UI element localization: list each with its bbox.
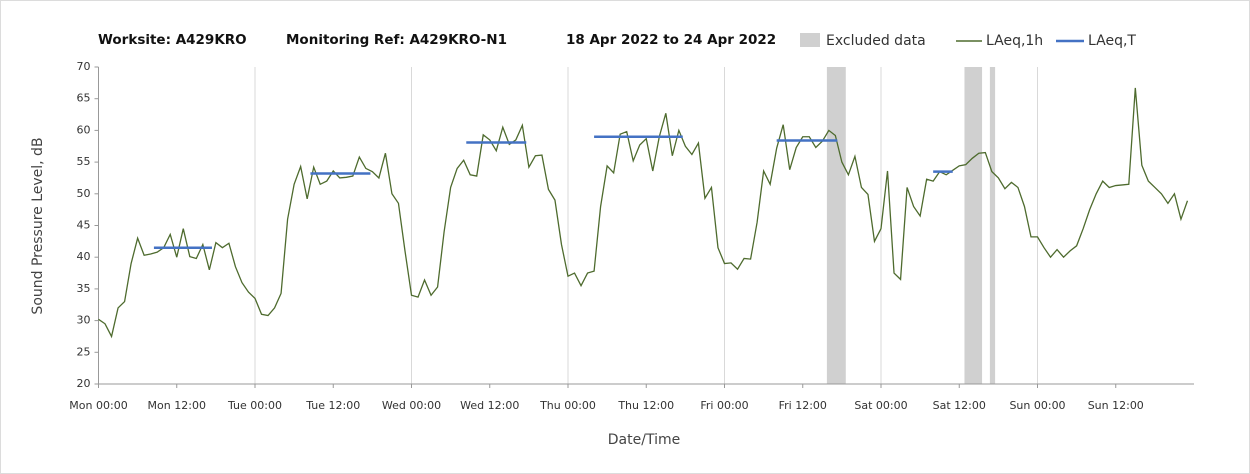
x-tick-label: Fri 00:00 bbox=[700, 399, 748, 412]
y-tick-label: 20 bbox=[77, 377, 91, 390]
y-tick-label: 55 bbox=[77, 155, 91, 168]
excluded-band bbox=[826, 67, 846, 384]
x-tick-label: Mon 00:00 bbox=[69, 399, 127, 412]
y-tick-label: 45 bbox=[77, 219, 91, 232]
legend-label: LAeq,T bbox=[1088, 33, 1136, 49]
y-tick-label: 65 bbox=[77, 92, 91, 105]
chart-title: 18 Apr 2022 to 24 Apr 2022 bbox=[566, 32, 776, 48]
y-tick-label: 50 bbox=[77, 187, 91, 200]
x-tick-label: Tue 00:00 bbox=[227, 399, 282, 412]
legend-label: LAeq,1h bbox=[986, 33, 1043, 49]
y-tick-label: 70 bbox=[77, 60, 91, 73]
x-axis-label: Date/Time bbox=[608, 432, 680, 448]
x-tick-label: Mon 12:00 bbox=[148, 399, 206, 412]
excluded-band bbox=[989, 67, 996, 384]
legend-swatch bbox=[800, 33, 820, 47]
excluded-band bbox=[964, 67, 983, 384]
y-tick-label: 35 bbox=[77, 282, 91, 295]
y-axis-label: Sound Pressure Level, dB bbox=[30, 137, 46, 314]
x-tick-label: Thu 00:00 bbox=[539, 399, 596, 412]
y-tick-label: 60 bbox=[77, 123, 91, 136]
x-tick-label: Tue 12:00 bbox=[305, 399, 360, 412]
x-tick-label: Sun 12:00 bbox=[1088, 399, 1144, 412]
x-tick-label: Wed 00:00 bbox=[382, 399, 441, 412]
y-tick-label: 25 bbox=[77, 345, 91, 358]
legend-label: Excluded data bbox=[826, 33, 926, 49]
y-tick-label: 40 bbox=[77, 250, 91, 263]
x-tick-label: Sat 00:00 bbox=[854, 399, 907, 412]
x-tick-label: Fri 12:00 bbox=[779, 399, 827, 412]
x-tick-label: Sun 00:00 bbox=[1009, 399, 1065, 412]
chart-title: Monitoring Ref: A429KRO-N1 bbox=[286, 32, 507, 48]
x-tick-label: Sat 12:00 bbox=[933, 399, 986, 412]
chart-title: Worksite: A429KRO bbox=[98, 32, 247, 48]
y-tick-label: 30 bbox=[77, 314, 91, 327]
x-tick-label: Thu 12:00 bbox=[617, 399, 674, 412]
data-line bbox=[98, 87, 1189, 339]
x-tick-label: Wed 12:00 bbox=[460, 399, 519, 412]
